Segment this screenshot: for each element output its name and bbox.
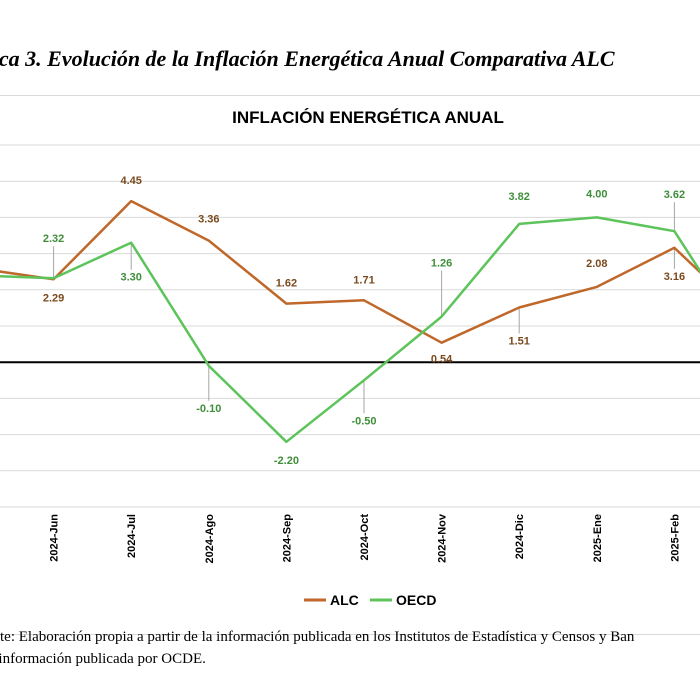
legend-item-oecd: OECD	[370, 592, 436, 608]
data-label-oecd: 2.32	[43, 233, 64, 245]
data-label-alc: 2.08	[586, 258, 607, 270]
x-tick-label: 2024-Oct	[359, 514, 371, 561]
legend-label: OECD	[396, 592, 436, 608]
chart-frame	[0, 95, 700, 635]
x-tick-label: 2025-Ene	[592, 514, 604, 562]
legend-label: ALC	[330, 592, 359, 608]
data-label-alc: 2.29	[43, 292, 64, 304]
source-line-1: Fuente: Elaboración propia a partir de l…	[0, 629, 635, 645]
data-label-oecd: 3.62	[664, 189, 685, 201]
source-line-2: e información publicada por OCDE.	[0, 651, 206, 667]
x-axis-tick-labels: 2024-May2024-Jun2024-Jul2024-Ago2024-Sep…	[49, 513, 682, 564]
data-label-oecd: -0.10	[196, 403, 221, 415]
data-label-oecd: -0.50	[351, 415, 376, 427]
x-tick-label: 2024-Jun	[49, 514, 61, 562]
x-tick-label: 2024-Nov	[437, 513, 449, 563]
data-label-alc: 3.36	[198, 214, 219, 226]
data-label-oecd: 3.82	[508, 191, 529, 203]
data-label-oecd: 3.30	[120, 272, 141, 284]
x-tick-label: 2024-Jul	[126, 514, 138, 558]
x-tick-label: 2024-Dic	[514, 514, 526, 559]
figure-title-text: Gráfica 3. Evolución de la Inflación Ene…	[0, 46, 615, 71]
series-line-oecd	[0, 216, 700, 444]
data-label-alc: 1.62	[276, 278, 297, 290]
x-tick-label: 2025-Feb	[669, 514, 681, 562]
series-line-alc	[0, 199, 700, 344]
data-label-alc: 0.54	[431, 354, 453, 366]
series-lines	[0, 199, 700, 444]
legend-item-alc: ALC	[304, 592, 359, 608]
label-leader-lines	[53, 202, 675, 414]
data-label-alc: 3.16	[664, 271, 685, 283]
data-label-alc: 1.71	[353, 274, 374, 286]
data-label-oecd: -2.20	[274, 455, 299, 467]
figure-title: Gráfica 3. Evolución de la Inflación Ene…	[0, 46, 700, 78]
legend: ALC OECD	[304, 592, 436, 608]
source-note: Fuente: Elaboración propia a partir de l…	[0, 626, 700, 686]
data-label-alc: 4.45	[120, 175, 141, 187]
data-label-oecd: 4.00	[586, 188, 607, 200]
line-chart: INFLACIÓN ENERGÉTICA ANUAL 2.29 4.45 3.36 1…	[0, 108, 700, 608]
chart-title: INFLACIÓN ENERGÉTICA ANUAL	[232, 108, 504, 127]
x-tick-label: 2024-Ago	[204, 514, 216, 564]
x-tick-label: 2024-Sep	[281, 514, 293, 563]
data-labels: 2.294.453.361.621.710.541.512.083.161.13…	[43, 175, 685, 467]
data-label-oecd: 1.26	[431, 258, 452, 270]
data-label-alc: 1.51	[508, 336, 529, 348]
